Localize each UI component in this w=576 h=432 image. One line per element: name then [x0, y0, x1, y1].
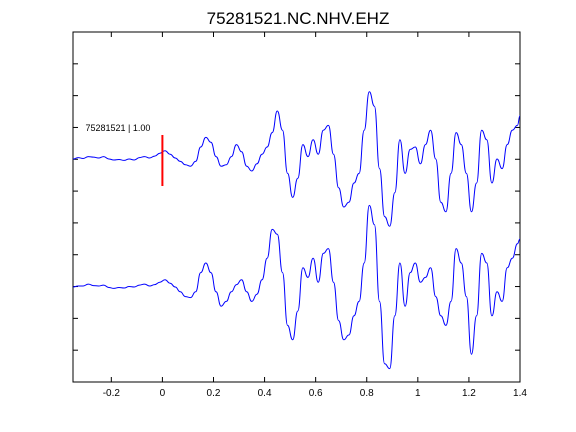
x-tick-label: 0: [160, 388, 166, 399]
trace-top-line: [72, 91, 521, 227]
x-tick-label: 1.2: [462, 388, 476, 399]
x-tick-label: 0.2: [207, 388, 221, 399]
waveform-traces: [72, 91, 521, 370]
x-tick-label: 1.4: [513, 388, 527, 399]
chart-title: 75281521.NC.NHV.EHZ: [207, 9, 390, 28]
x-tick-label: 1: [415, 388, 421, 399]
trace-label: 75281521 | 1.00: [85, 123, 150, 133]
x-tick-label: 0.8: [360, 388, 374, 399]
x-axis: -0.2 0 0.2 0.4 0.6 0.8 1 1.2 1.4: [103, 32, 527, 399]
trace-bottom-line: [72, 204, 521, 370]
x-tick-label: 0.4: [258, 388, 272, 399]
x-tick-label: 0.6: [309, 388, 323, 399]
x-tick-label: -0.2: [103, 388, 121, 399]
plot-area-frame: [72, 31, 521, 383]
y-tick-marks: [73, 63, 520, 351]
